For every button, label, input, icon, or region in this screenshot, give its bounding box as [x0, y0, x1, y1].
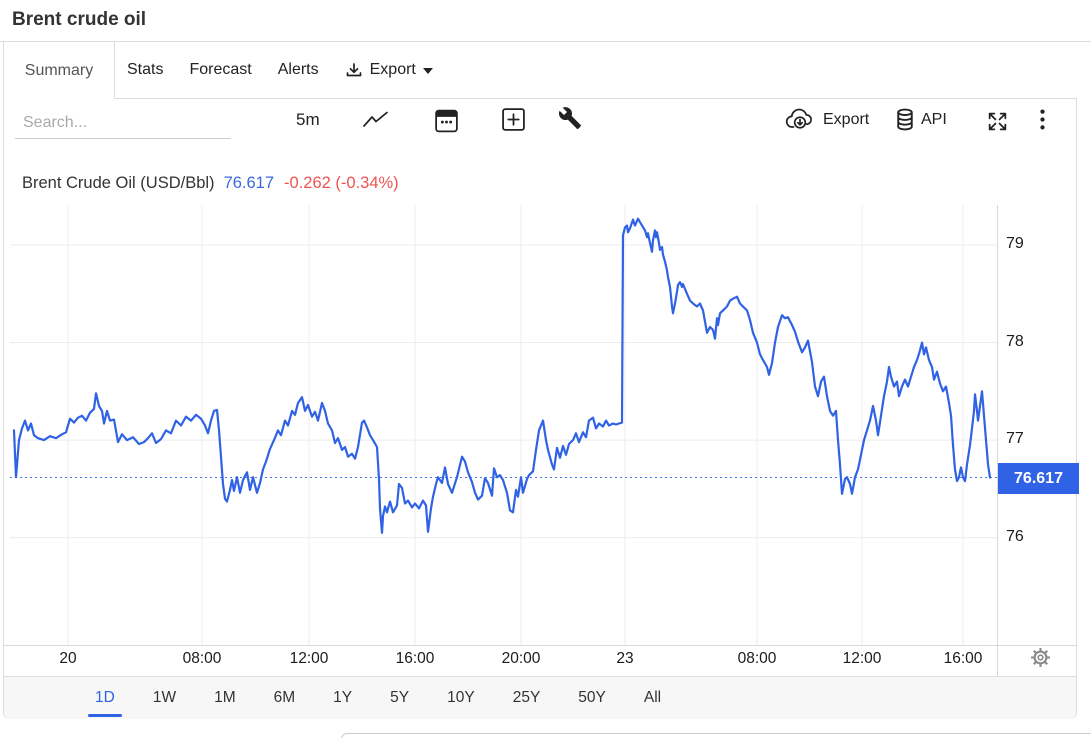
x-axis-divider: [4, 645, 1077, 646]
tools-button[interactable]: [558, 106, 582, 133]
tab-alerts[interactable]: Alerts: [277, 61, 319, 78]
download-icon: [346, 63, 361, 77]
gear-icon: [1031, 648, 1050, 667]
y-axis-label: 79: [1006, 235, 1024, 252]
y-axis-divider: [997, 205, 998, 676]
series-name: Brent Crude Oil (USD/Bbl): [22, 174, 215, 192]
range-button-1m[interactable]: 1M: [214, 689, 236, 706]
range-button-25y[interactable]: 25Y: [512, 689, 541, 706]
range-button-6m[interactable]: 6M: [273, 689, 296, 706]
calendar-icon: [435, 109, 458, 133]
database-icon: [897, 108, 913, 131]
price-series-line: [12, 217, 992, 534]
line-chart-icon: [363, 111, 388, 127]
x-axis-label: 20: [59, 650, 77, 667]
chart-settings-button[interactable]: [1030, 647, 1051, 673]
x-axis-label: 20:00: [501, 650, 541, 667]
x-axis-label: 16:00: [943, 650, 983, 667]
range-button-5y[interactable]: 5Y: [390, 689, 410, 706]
series-change: -0.262 (-0.34%): [284, 174, 399, 192]
range-selector: 1D 1W 1M 6M 1Y 5Y 10Y 25Y 50Y All: [4, 676, 1076, 719]
range-button-1y[interactable]: 1Y: [333, 689, 353, 706]
page-title-bar: Brent crude oil: [0, 0, 1091, 42]
range-button-all[interactable]: All: [643, 689, 662, 706]
x-axis-label: 08:00: [737, 650, 777, 667]
range-button-1d[interactable]: 1D: [88, 677, 122, 719]
y-axis-label: 77: [1006, 430, 1024, 448]
series-label: Brent Crude Oil (USD/Bbl) 76.617 -0.262 (-…: [22, 174, 399, 193]
more-options-button[interactable]: [1038, 108, 1047, 134]
range-button-50y[interactable]: 50Y: [578, 689, 606, 706]
chart-type-button[interactable]: [362, 111, 390, 134]
tab-export[interactable]: Export: [332, 42, 446, 98]
tab-summary-label: Summary: [24, 61, 94, 79]
fullscreen-button[interactable]: [986, 110, 1009, 136]
api-button[interactable]: API: [896, 108, 947, 131]
next-section-panel: [341, 733, 1091, 738]
tab-forecast[interactable]: Forecast: [189, 61, 252, 78]
plus-box-icon: [502, 108, 525, 131]
x-axis-label: 12:00: [289, 650, 329, 667]
kebab-menu-icon: [1040, 109, 1045, 130]
x-axis-label: 08:00: [182, 650, 222, 667]
tab-summary[interactable]: Summary: [3, 42, 115, 99]
x-axis-label: 23: [616, 650, 634, 667]
tab-stats[interactable]: Stats: [127, 61, 164, 78]
interval-button[interactable]: 5m: [296, 110, 320, 129]
wrench-icon: [558, 107, 581, 129]
calendar-button[interactable]: [434, 107, 459, 137]
x-axis-label: 12:00: [842, 650, 882, 667]
fullscreen-icon: [988, 112, 1007, 131]
price-badge: 76.617: [998, 463, 1079, 495]
y-axis-label: 76: [1006, 527, 1024, 545]
cloud-download-icon: [785, 108, 812, 129]
range-button-10y[interactable]: 10Y: [447, 689, 475, 706]
page-title: Brent crude oil: [12, 9, 147, 30]
export-button[interactable]: Export: [784, 108, 869, 131]
price-chart[interactable]: [10, 205, 997, 645]
search-input[interactable]: [15, 108, 231, 139]
y-axis-label: 78: [1006, 332, 1024, 350]
tab-bar: Stats Forecast Alerts Export: [114, 42, 446, 98]
compare-add-button[interactable]: [501, 107, 526, 135]
caret-down-icon: [422, 68, 433, 74]
range-button-1w[interactable]: 1W: [152, 689, 177, 706]
series-price: 76.617: [223, 174, 275, 192]
x-axis-label: 16:00: [395, 650, 435, 667]
